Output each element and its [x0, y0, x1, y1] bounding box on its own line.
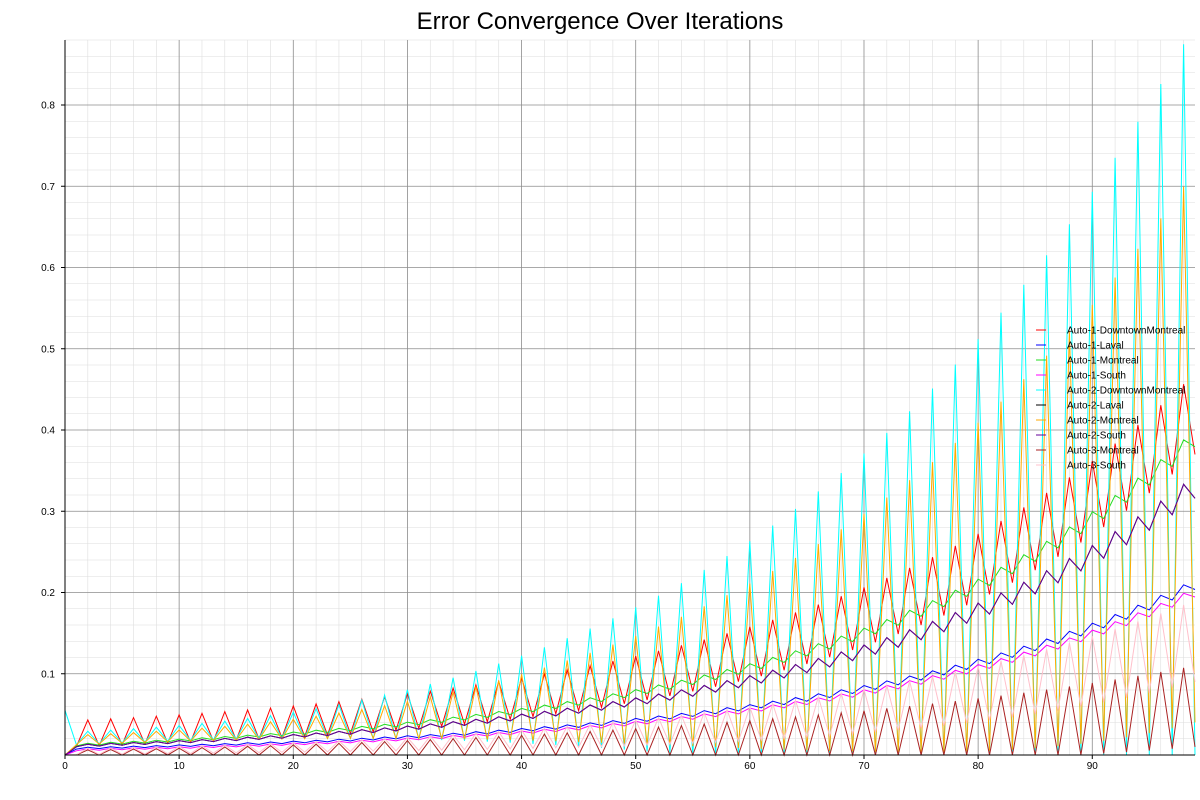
legend-label: Auto-1-DowntownMontreal: [1067, 326, 1185, 337]
axes: [61, 40, 1195, 759]
legend-label: Auto-2-Montreal: [1067, 416, 1139, 427]
x-tick-label: 60: [744, 761, 756, 772]
x-tick-label: 0: [62, 761, 68, 772]
y-tick-label: 0.4: [41, 426, 55, 437]
y-tick-label: 0.5: [41, 344, 55, 355]
series-line-auto-2-montreal: [64, 186, 1196, 756]
y-tick-label: 0.2: [41, 588, 55, 599]
legend-label: Auto-1-South: [1067, 371, 1126, 382]
x-tick-label: 80: [973, 761, 985, 772]
x-tick-label: 50: [630, 761, 642, 772]
series-lines: [64, 44, 1196, 757]
y-tick-label: 0.7: [41, 182, 55, 193]
x-tick-label: 30: [402, 761, 414, 772]
y-tick-label: 0.8: [41, 101, 55, 112]
legend-label: Auto-2-Laval: [1067, 401, 1124, 412]
series-line-auto-2-downtownmontreal: [64, 44, 1196, 756]
y-tick-label: 0.3: [41, 507, 55, 518]
x-tick-label: 40: [516, 761, 528, 772]
legend-label: Auto-1-Laval: [1067, 341, 1124, 352]
y-tick-label: 0.6: [41, 263, 55, 274]
x-tick-label: 20: [288, 761, 300, 772]
x-tick-labels: 0 10 20 30 40 50 60 70 80 90: [62, 761, 1098, 772]
series-line-auto-1-south: [64, 592, 1196, 756]
series-line-auto-1-montreal: [64, 439, 1196, 756]
series-line-auto-3-south: [64, 604, 1196, 756]
legend-label: Auto-2-DowntownMontreal: [1067, 386, 1185, 397]
chart-title: Error Convergence Over Iterations: [417, 8, 784, 35]
legend-label: Auto-3-South: [1067, 461, 1126, 472]
x-tick-label: 70: [858, 761, 870, 772]
series-line-auto-1-laval: [64, 584, 1196, 756]
x-tick-label: 90: [1087, 761, 1099, 772]
grid-minor: [65, 39, 1195, 755]
legend-label: Auto-1-Montreal: [1067, 356, 1139, 367]
series-line-auto-2-south: [64, 483, 1196, 756]
x-tick-label: 10: [174, 761, 186, 772]
series-line-auto-3-montreal: [65, 667, 1196, 757]
y-tick-label: 0.1: [41, 669, 55, 680]
series-line-auto-2-laval: [64, 483, 1196, 756]
legend: Auto-1-DowntownMontreal Auto-1-Laval Auto-…: [1036, 326, 1185, 472]
legend-label: Auto-3-Montreal: [1067, 446, 1139, 457]
y-tick-labels: 0.1 0.2 0.3 0.4 0.5 0.6 0.7 0.8: [41, 101, 55, 681]
legend-label: Auto-2-South: [1067, 431, 1126, 442]
